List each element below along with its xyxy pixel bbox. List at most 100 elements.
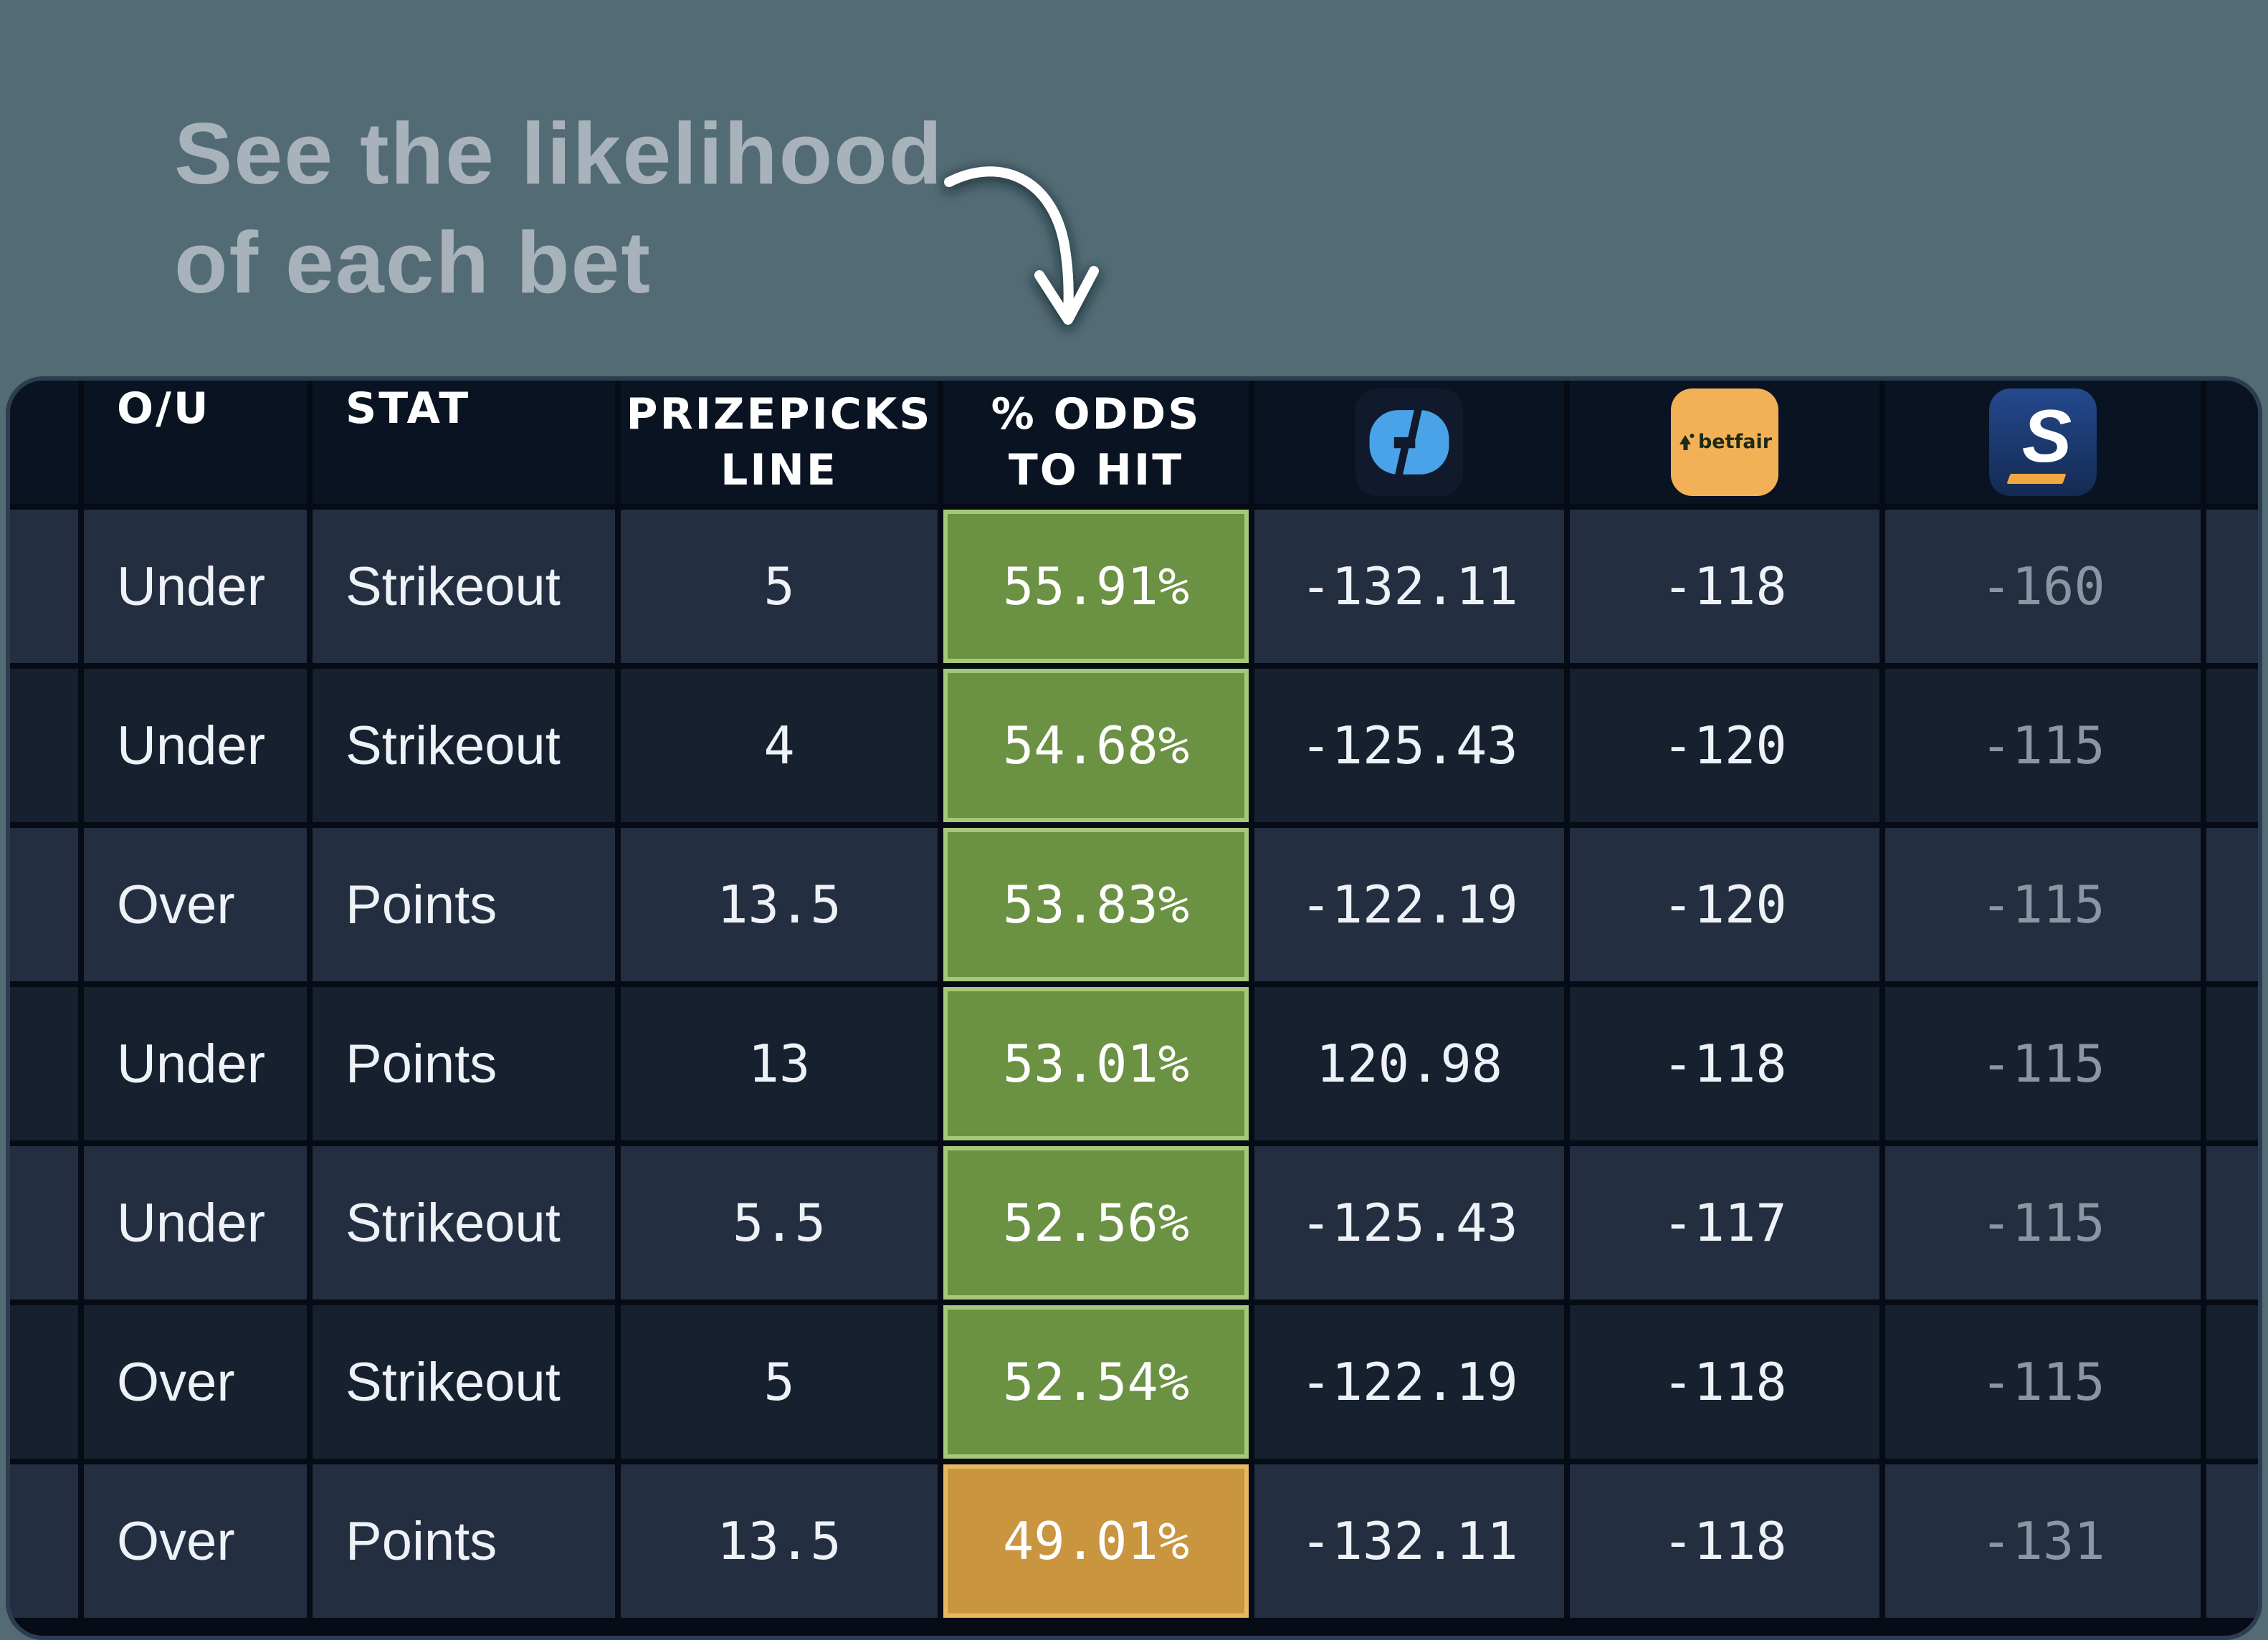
stat-cell: Strikeout (313, 510, 615, 663)
row-spacer-cell (10, 510, 78, 663)
table-row: Under Strikeout 5 55.91% -132.11 -118 -1… (10, 510, 2258, 663)
row-spacer-cell (10, 828, 78, 981)
ou-cell: Under (84, 1146, 307, 1300)
betfair-logo-icon: betfair (1671, 388, 1778, 496)
ou-cell: Under (84, 510, 307, 663)
blue-sportsbook-logo-icon (1355, 388, 1463, 496)
odds-to-hit-chip: 53.01% (943, 987, 1249, 1140)
row-spacer-cell (2206, 1146, 2258, 1300)
odds-to-hit-cell: 53.01% (943, 987, 1249, 1140)
odds-to-hit-cell: 52.54% (943, 1305, 1249, 1459)
stat-cell: Strikeout (313, 1305, 615, 1459)
stat-cell: Points (313, 828, 615, 981)
stat-cell: Points (313, 987, 615, 1140)
sportsbook1-odds-cell: -122.19 (1254, 1305, 1564, 1459)
row-spacer-cell (2206, 1305, 2258, 1459)
odds-to-hit-cell: 55.91% (943, 510, 1249, 663)
prizepicks-line-cell: 5 (621, 1305, 938, 1459)
header-odds-to-hit: % ODDS TO HIT (943, 381, 1249, 504)
table-row: Under Points 13 53.01% 120.98 -118 -115 (10, 987, 2258, 1140)
odds-to-hit-chip: 54.68% (943, 669, 1249, 822)
row-spacer-cell (2206, 987, 2258, 1140)
row-spacer-cell (2206, 669, 2258, 822)
stat-cell: Points (313, 1464, 615, 1618)
ou-cell: Over (84, 1464, 307, 1618)
sportsbook3-odds-cell: -115 (1885, 1305, 2201, 1459)
table-header-row: O/U STAT PRIZEPICKS LINE % ODDS TO HIT (10, 381, 2258, 504)
sportsbook2-odds-cell: -118 (1570, 987, 1879, 1140)
headline-line2: of each bet (174, 214, 652, 311)
prizepicks-line-cell: 5.5 (621, 1146, 938, 1300)
odds-to-hit-cell: 49.01% (943, 1464, 1249, 1618)
headline-line1: See the likelihood (174, 105, 944, 202)
table-body: Under Strikeout 5 55.91% -132.11 -118 -1… (10, 510, 2258, 1618)
odds-to-hit-chip: 55.91% (943, 510, 1249, 663)
ou-cell: Under (84, 669, 307, 822)
headline: See the likelihood of each bet (174, 99, 943, 317)
prizepicks-line-cell: 13.5 (621, 1464, 938, 1618)
header-stat-label: STAT (346, 383, 471, 434)
betfair-arrow-mark (1679, 434, 1695, 450)
row-spacer-cell (10, 1146, 78, 1300)
row-spacer-cell (2206, 510, 2258, 663)
header-ou-label: O/U (117, 383, 211, 434)
sportsbook3-odds-cell: -131 (1885, 1464, 2201, 1618)
sportsbook1-odds-cell: -125.43 (1254, 669, 1564, 822)
sportsbook3-odds-cell: -115 (1885, 1146, 2201, 1300)
header-sportsbook-2: betfair (1570, 381, 1879, 504)
row-spacer-cell (10, 669, 78, 822)
prizepicks-line-cell: 13.5 (621, 828, 938, 981)
header-sportsbook-1 (1254, 381, 1564, 504)
row-spacer-cell (10, 1464, 78, 1618)
sportsbook1-odds-cell: -132.11 (1254, 1464, 1564, 1618)
table-row: Over Strikeout 5 52.54% -122.19 -118 -11… (10, 1305, 2258, 1459)
header-prizepicks-line: PRIZEPICKS LINE (621, 381, 938, 504)
curved-arrow-icon (933, 151, 1127, 373)
table-row: Under Strikeout 5.5 52.56% -125.43 -117 … (10, 1146, 2258, 1300)
sportsbook1-odds-cell: -132.11 (1254, 510, 1564, 663)
sportsbook2-odds-cell: -120 (1570, 828, 1879, 981)
header-spacer-cell (2206, 381, 2258, 504)
row-spacer-cell (10, 1305, 78, 1459)
row-spacer-cell (10, 987, 78, 1140)
ou-cell: Under (84, 987, 307, 1140)
sportsbook2-odds-cell: -118 (1570, 510, 1879, 663)
sportsbook2-odds-cell: -118 (1570, 1305, 1879, 1459)
sportsbook1-odds-cell: -122.19 (1254, 828, 1564, 981)
betfair-wordmark: betfair (1697, 431, 1773, 453)
ou-cell: Over (84, 828, 307, 981)
odds-comparison-table: O/U STAT PRIZEPICKS LINE % ODDS TO HIT (6, 376, 2262, 1640)
odds-to-hit-cell: 53.83% (943, 828, 1249, 981)
header-spacer-cell (10, 381, 78, 504)
sportsbook1-odds-cell: -125.43 (1254, 1146, 1564, 1300)
odds-to-hit-cell: 52.56% (943, 1146, 1249, 1300)
table-row: Over Points 13.5 49.01% -132.11 -118 -13… (10, 1464, 2258, 1618)
odds-to-hit-chip: 52.56% (943, 1146, 1249, 1300)
row-spacer-cell (2206, 1464, 2258, 1618)
thescore-logo-icon: S (1989, 388, 2097, 496)
thescore-s-letter: S (2021, 394, 2074, 478)
thescore-underline (2006, 473, 2067, 484)
sportsbook3-odds-cell: -115 (1885, 987, 2201, 1140)
prizepicks-line-cell: 5 (621, 510, 938, 663)
odds-to-hit-cell: 54.68% (943, 669, 1249, 822)
prizepicks-line-cell: 4 (621, 669, 938, 822)
prizepicks-line-cell: 13 (621, 987, 938, 1140)
header-ou: O/U (84, 381, 307, 504)
sportsbook3-odds-cell: -115 (1885, 828, 2201, 981)
header-stat: STAT (313, 381, 615, 504)
stat-cell: Strikeout (313, 1146, 615, 1300)
sportsbook2-odds-cell: -117 (1570, 1146, 1879, 1300)
sportsbook3-odds-cell: -160 (1885, 510, 2201, 663)
table-row: Under Strikeout 4 54.68% -125.43 -120 -1… (10, 669, 2258, 822)
row-spacer-cell (2206, 828, 2258, 981)
ou-cell: Over (84, 1305, 307, 1459)
sportsbook2-odds-cell: -120 (1570, 669, 1879, 822)
sportsbook2-odds-cell: -118 (1570, 1464, 1879, 1618)
sportsbook3-odds-cell: -115 (1885, 669, 2201, 822)
sportsbook1-odds-cell: 120.98 (1254, 987, 1564, 1140)
odds-to-hit-chip: 53.83% (943, 828, 1249, 981)
stat-cell: Strikeout (313, 669, 615, 822)
odds-to-hit-chip: 49.01% (943, 1464, 1249, 1618)
odds-to-hit-chip: 52.54% (943, 1305, 1249, 1459)
